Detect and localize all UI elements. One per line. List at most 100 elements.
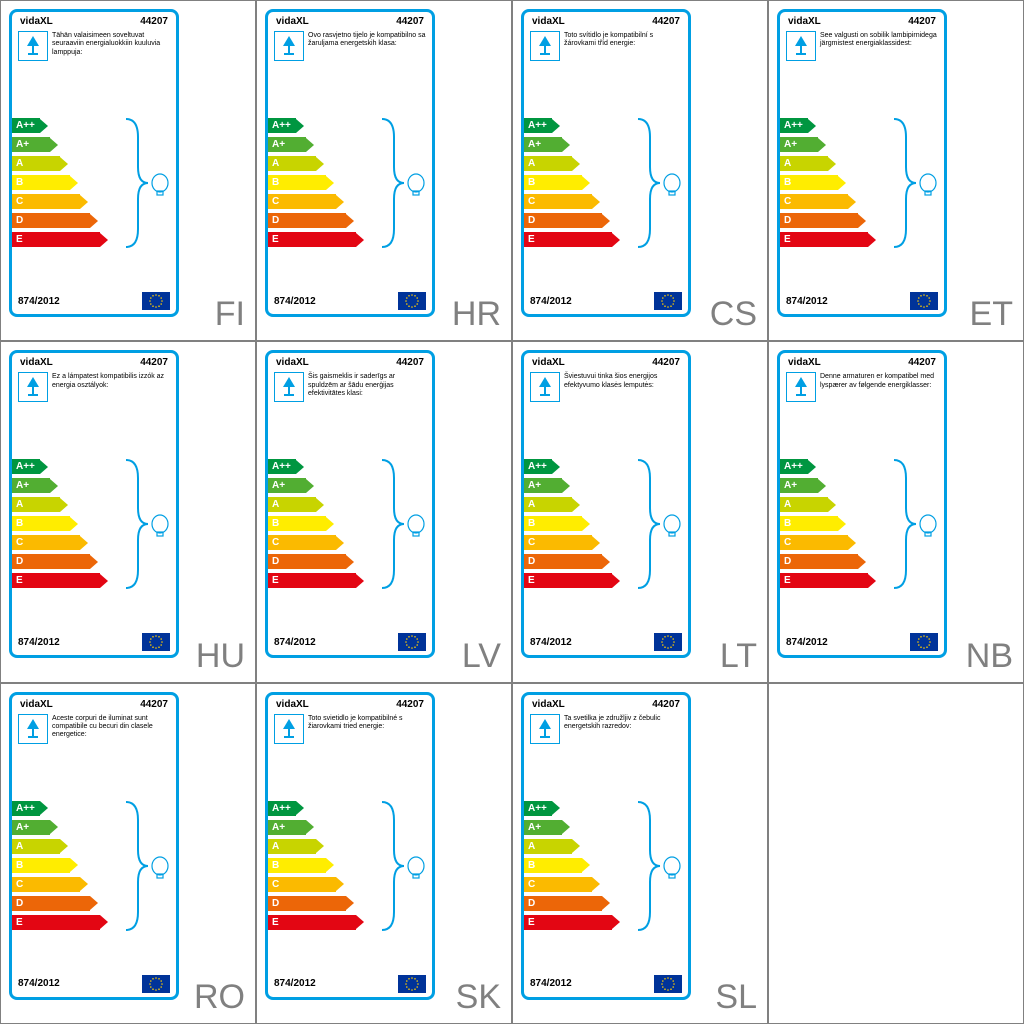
language-code: FI xyxy=(215,295,245,334)
lamp-icon xyxy=(530,31,560,61)
class-label: A++ xyxy=(16,801,35,816)
energy-class-B: B xyxy=(268,857,364,874)
model-number: 44207 xyxy=(652,16,680,27)
card-footer: 874/2012 xyxy=(274,975,426,993)
card-header: vidaXL 44207 xyxy=(268,353,432,370)
label-cell-LT: vidaXL 44207 Šviestuvui tinka šios energ… xyxy=(512,341,768,682)
card-footer: 874/2012 xyxy=(274,292,426,310)
label-cell-SL: vidaXL 44207 Ta svetilka je združljiv z … xyxy=(512,683,768,1024)
energy-class-A: A xyxy=(524,496,620,513)
label-cell-CS: vidaXL 44207 Toto svítidlo je kompatibil… xyxy=(512,0,768,341)
energy-class-D: D xyxy=(12,212,108,229)
class-label: D xyxy=(528,554,535,569)
class-label: A+ xyxy=(528,478,541,493)
description-text: Denne armaturen er kompatibel med lyspær… xyxy=(820,372,938,390)
energy-label-card: vidaXL 44207 Ta svetilka je združljiv z … xyxy=(521,692,691,1000)
energy-class-B: B xyxy=(524,515,620,532)
language-code: NB xyxy=(966,637,1013,676)
class-label: B xyxy=(272,516,279,531)
class-label: B xyxy=(528,516,535,531)
model-number: 44207 xyxy=(908,357,936,368)
info-row: Denne armaturen er kompatibel med lyspær… xyxy=(780,370,944,404)
info-row: Ta svetilka je združljiv z čebulic energ… xyxy=(524,712,688,746)
brand-name: vidaXL xyxy=(276,699,309,710)
lamp-icon xyxy=(530,372,560,402)
class-label: C xyxy=(784,194,791,209)
model-number: 44207 xyxy=(908,16,936,27)
eu-flag-icon xyxy=(398,292,426,310)
model-number: 44207 xyxy=(396,357,424,368)
card-header: vidaXL 44207 xyxy=(524,695,688,712)
card-header: vidaXL 44207 xyxy=(780,12,944,29)
bulb-bracket-icon xyxy=(124,458,174,588)
description-text: Šis gaismeklis ir saderīgs ar spuldzēm a… xyxy=(308,372,426,398)
class-label: A++ xyxy=(272,459,291,474)
class-label: D xyxy=(16,896,23,911)
brand-name: vidaXL xyxy=(276,16,309,27)
energy-class-A++: A++ xyxy=(780,458,876,475)
eu-flag-icon xyxy=(910,292,938,310)
energy-class-A: A xyxy=(12,838,108,855)
class-label: A+ xyxy=(784,478,797,493)
class-label: E xyxy=(16,915,23,930)
energy-label-card: vidaXL 44207 Ovo rasvjetno tijelo je kom… xyxy=(265,9,435,317)
class-label: C xyxy=(272,194,279,209)
energy-class-A: A xyxy=(780,155,876,172)
energy-class-A++: A++ xyxy=(524,117,620,134)
description-text: See valgusti on sobilik lambipirnidega j… xyxy=(820,31,938,49)
label-cell-LV: vidaXL 44207 Šis gaismeklis ir saderīgs … xyxy=(256,341,512,682)
energy-class-A++: A++ xyxy=(268,117,364,134)
bulb-bracket-icon xyxy=(124,800,174,930)
energy-class-E: E xyxy=(780,572,876,589)
energy-class-E: E xyxy=(12,572,108,589)
brand-name: vidaXL xyxy=(20,699,53,710)
ratings-scale: A++ A+ A B C xyxy=(524,117,620,250)
info-row: Tähän valaisimeen soveltuvat seuraaviin … xyxy=(12,29,176,63)
energy-label-card: vidaXL 44207 Šis gaismeklis ir saderīgs … xyxy=(265,350,435,658)
empty-cell xyxy=(768,683,1024,1024)
card-header: vidaXL 44207 xyxy=(524,12,688,29)
model-number: 44207 xyxy=(396,699,424,710)
energy-class-D: D xyxy=(12,895,108,912)
class-label: B xyxy=(272,175,279,190)
energy-class-A: A xyxy=(268,155,364,172)
eu-flag-icon xyxy=(398,633,426,651)
description-text: Ez a lámpatest kompatibilis izzók az ene… xyxy=(52,372,170,390)
energy-class-D: D xyxy=(524,212,620,229)
class-label: A xyxy=(16,156,23,171)
energy-class-C: C xyxy=(524,534,620,551)
ratings-scale: A++ A+ A B C xyxy=(12,800,108,933)
language-code: CS xyxy=(710,295,757,334)
class-label: C xyxy=(272,535,279,550)
class-label: D xyxy=(784,554,791,569)
eu-flag-icon xyxy=(654,975,682,993)
energy-class-A++: A++ xyxy=(524,458,620,475)
regulation-number: 874/2012 xyxy=(18,296,60,307)
energy-class-E: E xyxy=(780,231,876,248)
language-code: HU xyxy=(196,637,245,676)
description-text: Šviestuvui tinka šios energijos efektyvu… xyxy=(564,372,682,390)
label-cell-SK: vidaXL 44207 Toto svietidlo je kompatibi… xyxy=(256,683,512,1024)
energy-class-A+: A+ xyxy=(524,819,620,836)
lamp-icon xyxy=(530,714,560,744)
ratings-scale: A++ A+ A B C xyxy=(12,117,108,250)
class-label: A++ xyxy=(784,118,803,133)
class-label: A xyxy=(272,839,279,854)
card-header: vidaXL 44207 xyxy=(12,695,176,712)
energy-class-A++: A++ xyxy=(12,800,108,817)
energy-class-C: C xyxy=(268,534,364,551)
class-label: C xyxy=(784,535,791,550)
class-label: B xyxy=(784,516,791,531)
class-label: C xyxy=(528,877,535,892)
label-cell-RO: vidaXL 44207 Aceste corpuri de iluminat … xyxy=(0,683,256,1024)
energy-label-card: vidaXL 44207 See valgusti on sobilik lam… xyxy=(777,9,947,317)
class-label: A xyxy=(528,497,535,512)
model-number: 44207 xyxy=(396,16,424,27)
energy-class-D: D xyxy=(12,553,108,570)
class-label: A+ xyxy=(528,820,541,835)
energy-class-A: A xyxy=(12,496,108,513)
regulation-number: 874/2012 xyxy=(274,296,316,307)
class-label: C xyxy=(528,535,535,550)
energy-label-card: vidaXL 44207 Toto svítidlo je kompatibil… xyxy=(521,9,691,317)
energy-class-A+: A+ xyxy=(780,477,876,494)
